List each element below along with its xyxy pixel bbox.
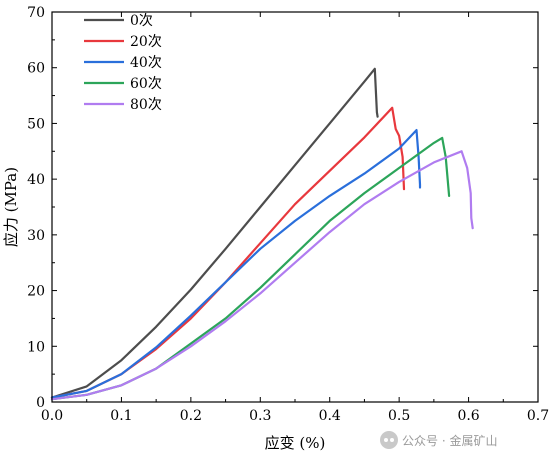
series-line-5 <box>50 150 474 401</box>
x-tick-label: 0.4 <box>319 408 341 424</box>
series-line-3 <box>50 129 422 399</box>
y-tick-label: 50 <box>27 116 45 132</box>
x-tick-label: 0.5 <box>388 408 410 424</box>
y-tick-label: 30 <box>27 228 45 244</box>
x-tick-label: 0.3 <box>249 408 271 424</box>
x-tick-label: 0.6 <box>457 408 479 424</box>
y-tick-label: 70 <box>27 5 45 21</box>
y-axis-label: 应力 (MPa) <box>2 167 20 247</box>
series-line-1 <box>50 67 379 399</box>
y-tick-label: 0 <box>36 395 45 411</box>
y-tick-label: 20 <box>27 284 45 300</box>
watermark: 公众号 · 金属矿山 <box>380 428 497 452</box>
legend-label-2: 20次 <box>130 34 162 50</box>
wechat-icon <box>380 431 398 449</box>
legend-label-1: 0次 <box>130 13 153 29</box>
legend-label-3: 40次 <box>130 55 162 71</box>
y-tick-label: 40 <box>27 172 45 188</box>
plot-lines <box>50 67 474 401</box>
y-tick-label: 10 <box>27 339 45 355</box>
axis-ticks: 0.0 0.1 0.2 0.3 0.4 0.5 0.6 0.7 0 10 20 30 40 50 60 70 <box>27 5 549 424</box>
legend-label-5: 80次 <box>130 97 162 113</box>
watermark-text: 公众号 · 金属矿山 <box>402 433 498 448</box>
series-line-2 <box>50 106 406 399</box>
x-tick-label: 0.1 <box>110 408 132 424</box>
y-tick-label: 60 <box>27 61 45 77</box>
series-line-4 <box>50 136 451 401</box>
x-axis-label: 应变 (%) <box>265 434 326 452</box>
x-tick-label: 0.7 <box>527 408 549 424</box>
plot-frame <box>51 11 539 403</box>
x-tick-label: 0.0 <box>41 408 63 424</box>
legend-label-4: 60次 <box>130 76 162 92</box>
x-tick-label: 0.2 <box>180 408 202 424</box>
legend: 0次 20次 40次 60次 80次 <box>84 13 162 113</box>
